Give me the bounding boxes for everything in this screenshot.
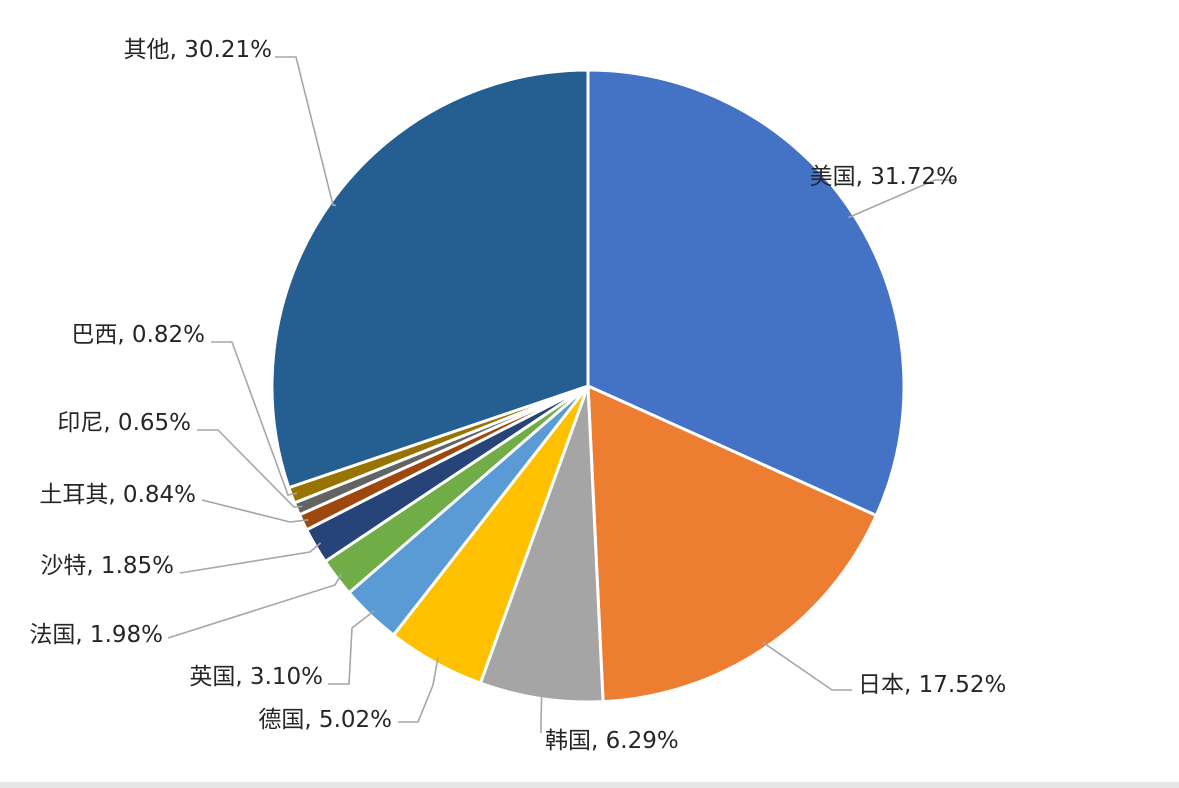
leader-line-11 bbox=[275, 57, 336, 205]
slice-label-10: 巴西, 0.82% bbox=[71, 322, 205, 348]
bottom-divider bbox=[0, 782, 1179, 788]
slice-label-6: 法国, 1.98% bbox=[29, 622, 163, 648]
slice-label-4: 德国, 5.02% bbox=[258, 707, 392, 733]
leader-line-2 bbox=[763, 642, 852, 690]
leader-line-6 bbox=[168, 574, 341, 638]
leader-line-3 bbox=[541, 693, 542, 734]
leader-line-5 bbox=[328, 611, 374, 684]
slice-label-9: 印尼, 0.65% bbox=[57, 410, 191, 436]
slice-label-5: 英国, 3.10% bbox=[189, 664, 323, 690]
slice-label-1: 美国, 31.72% bbox=[810, 164, 958, 190]
leader-line-4 bbox=[398, 657, 438, 722]
leader-line-7 bbox=[180, 543, 321, 573]
slice-label-2: 日本, 17.52% bbox=[858, 672, 1006, 698]
slice-label-3: 韩国, 6.29% bbox=[545, 728, 679, 754]
slice-label-11: 其他, 30.21% bbox=[124, 37, 272, 63]
slice-label-8: 土耳其, 0.84% bbox=[39, 482, 196, 508]
leader-line-8 bbox=[202, 500, 308, 522]
slice-label-7: 沙特, 1.85% bbox=[40, 553, 174, 579]
